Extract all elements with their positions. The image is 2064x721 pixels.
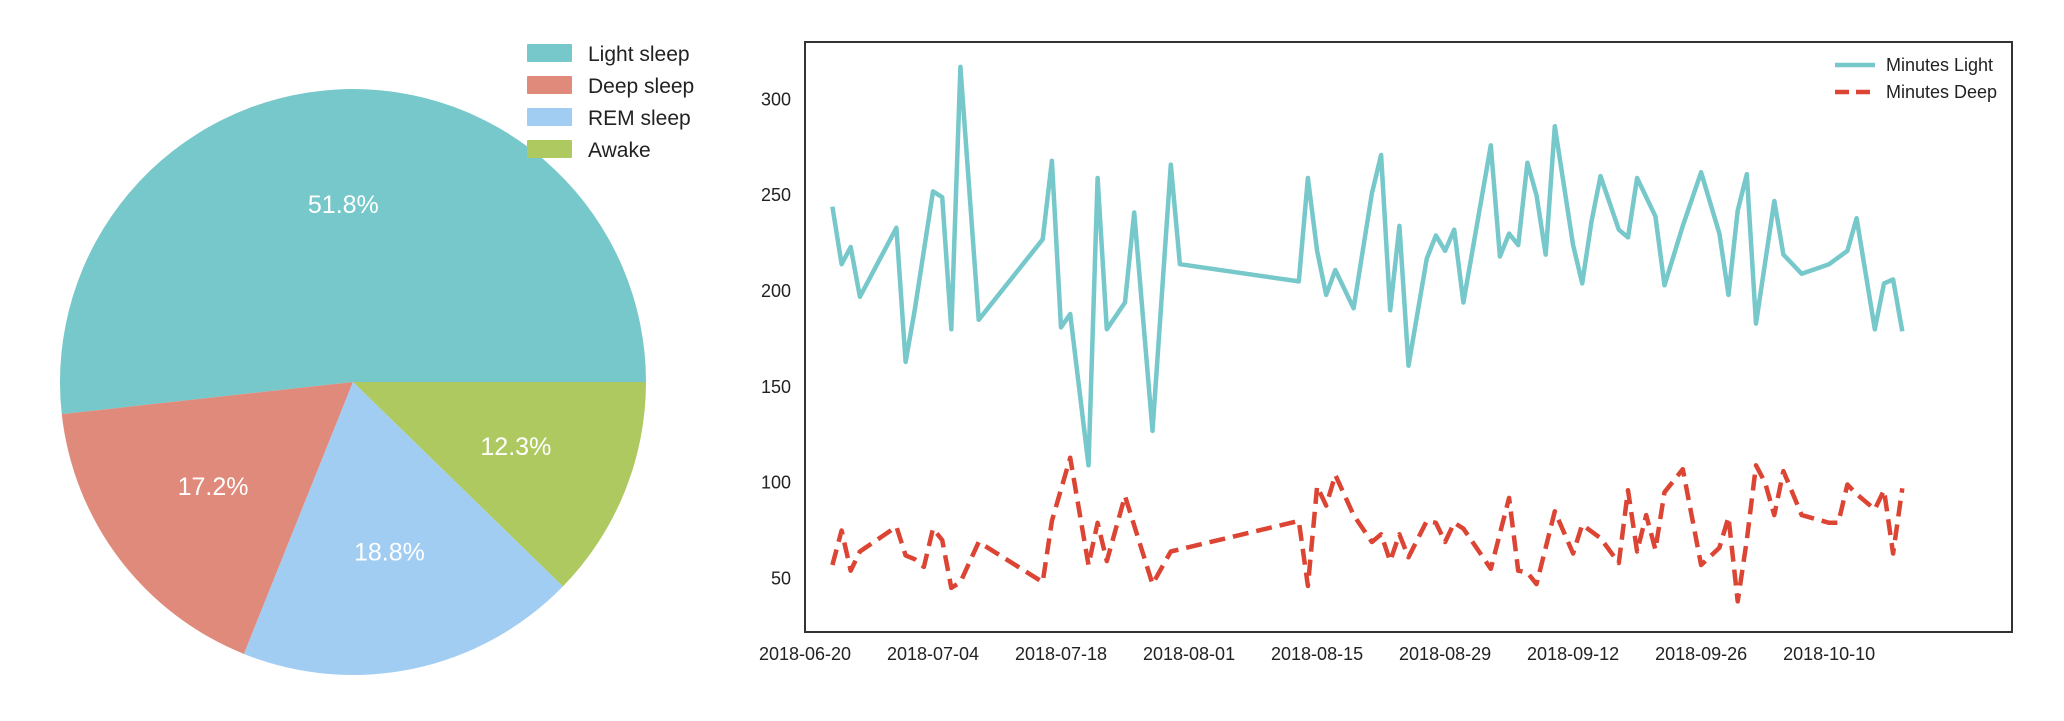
pie-slice-deep	[61, 382, 354, 654]
y-tick-label: 150	[761, 377, 791, 397]
pie-slice-rem	[243, 382, 563, 675]
y-axis-ticks: 50 100 150 200 250 300	[761, 89, 791, 588]
x-tick-label: 2018-10-10	[1783, 644, 1875, 664]
pie-slice-awake	[353, 382, 646, 587]
x-tick-label: 2018-09-26	[1655, 644, 1747, 664]
pie-legend: Light sleep Deep sleep REM sleep Awake	[527, 43, 694, 162]
x-tick-label: 2018-08-15	[1271, 644, 1363, 664]
legend-swatch-light	[527, 44, 572, 62]
legend-label-minutes-light: Minutes Light	[1886, 55, 1993, 75]
legend-swatch-deep	[527, 76, 572, 94]
x-axis-ticks: 2018-06-20 2018-07-04 2018-07-18 2018-08-01…	[759, 644, 1875, 664]
legend-swatch-awake	[527, 140, 572, 158]
pie-pct-label-deep: 17.2%	[178, 473, 249, 501]
pie-pct-label-light: 51.8%	[308, 191, 379, 219]
y-tick-label: 300	[761, 89, 791, 109]
x-tick-label: 2018-06-20	[759, 644, 851, 664]
x-tick-label: 2018-08-29	[1399, 644, 1491, 664]
x-tick-label: 2018-07-18	[1015, 644, 1107, 664]
legend-label-deep: Deep sleep	[588, 75, 694, 98]
pie-slice-light	[60, 89, 647, 415]
pie-percent-labels: 51.8% 17.2% 18.8% 12.3%	[178, 191, 552, 567]
x-tick-label: 2018-08-01	[1143, 644, 1235, 664]
legend-swatch-rem	[527, 108, 572, 126]
y-tick-label: 50	[771, 568, 791, 588]
y-tick-label: 200	[761, 281, 791, 301]
pie-pct-label-awake: 12.3%	[480, 433, 551, 461]
legend-label-rem: REM sleep	[588, 107, 691, 130]
series-line-minutes-light	[830, 64, 1905, 468]
pie-chart: 51.8% 17.2% 18.8% 12.3%	[60, 89, 647, 675]
series-lines	[830, 64, 1905, 604]
x-tick-label: 2018-07-04	[887, 644, 979, 664]
x-tick-label: 2018-09-12	[1527, 644, 1619, 664]
line-legend: Minutes Light Minutes Deep	[1835, 55, 1997, 102]
pie-slices	[60, 89, 647, 675]
legend-label-light: Light sleep	[588, 43, 690, 66]
pie-pct-label-rem: 18.8%	[354, 539, 425, 567]
y-tick-label: 100	[761, 473, 791, 493]
legend-label-minutes-deep: Minutes Deep	[1886, 82, 1997, 102]
y-tick-label: 250	[761, 185, 791, 205]
legend-label-awake: Awake	[588, 139, 651, 162]
series-line-minutes-deep	[830, 455, 1905, 604]
